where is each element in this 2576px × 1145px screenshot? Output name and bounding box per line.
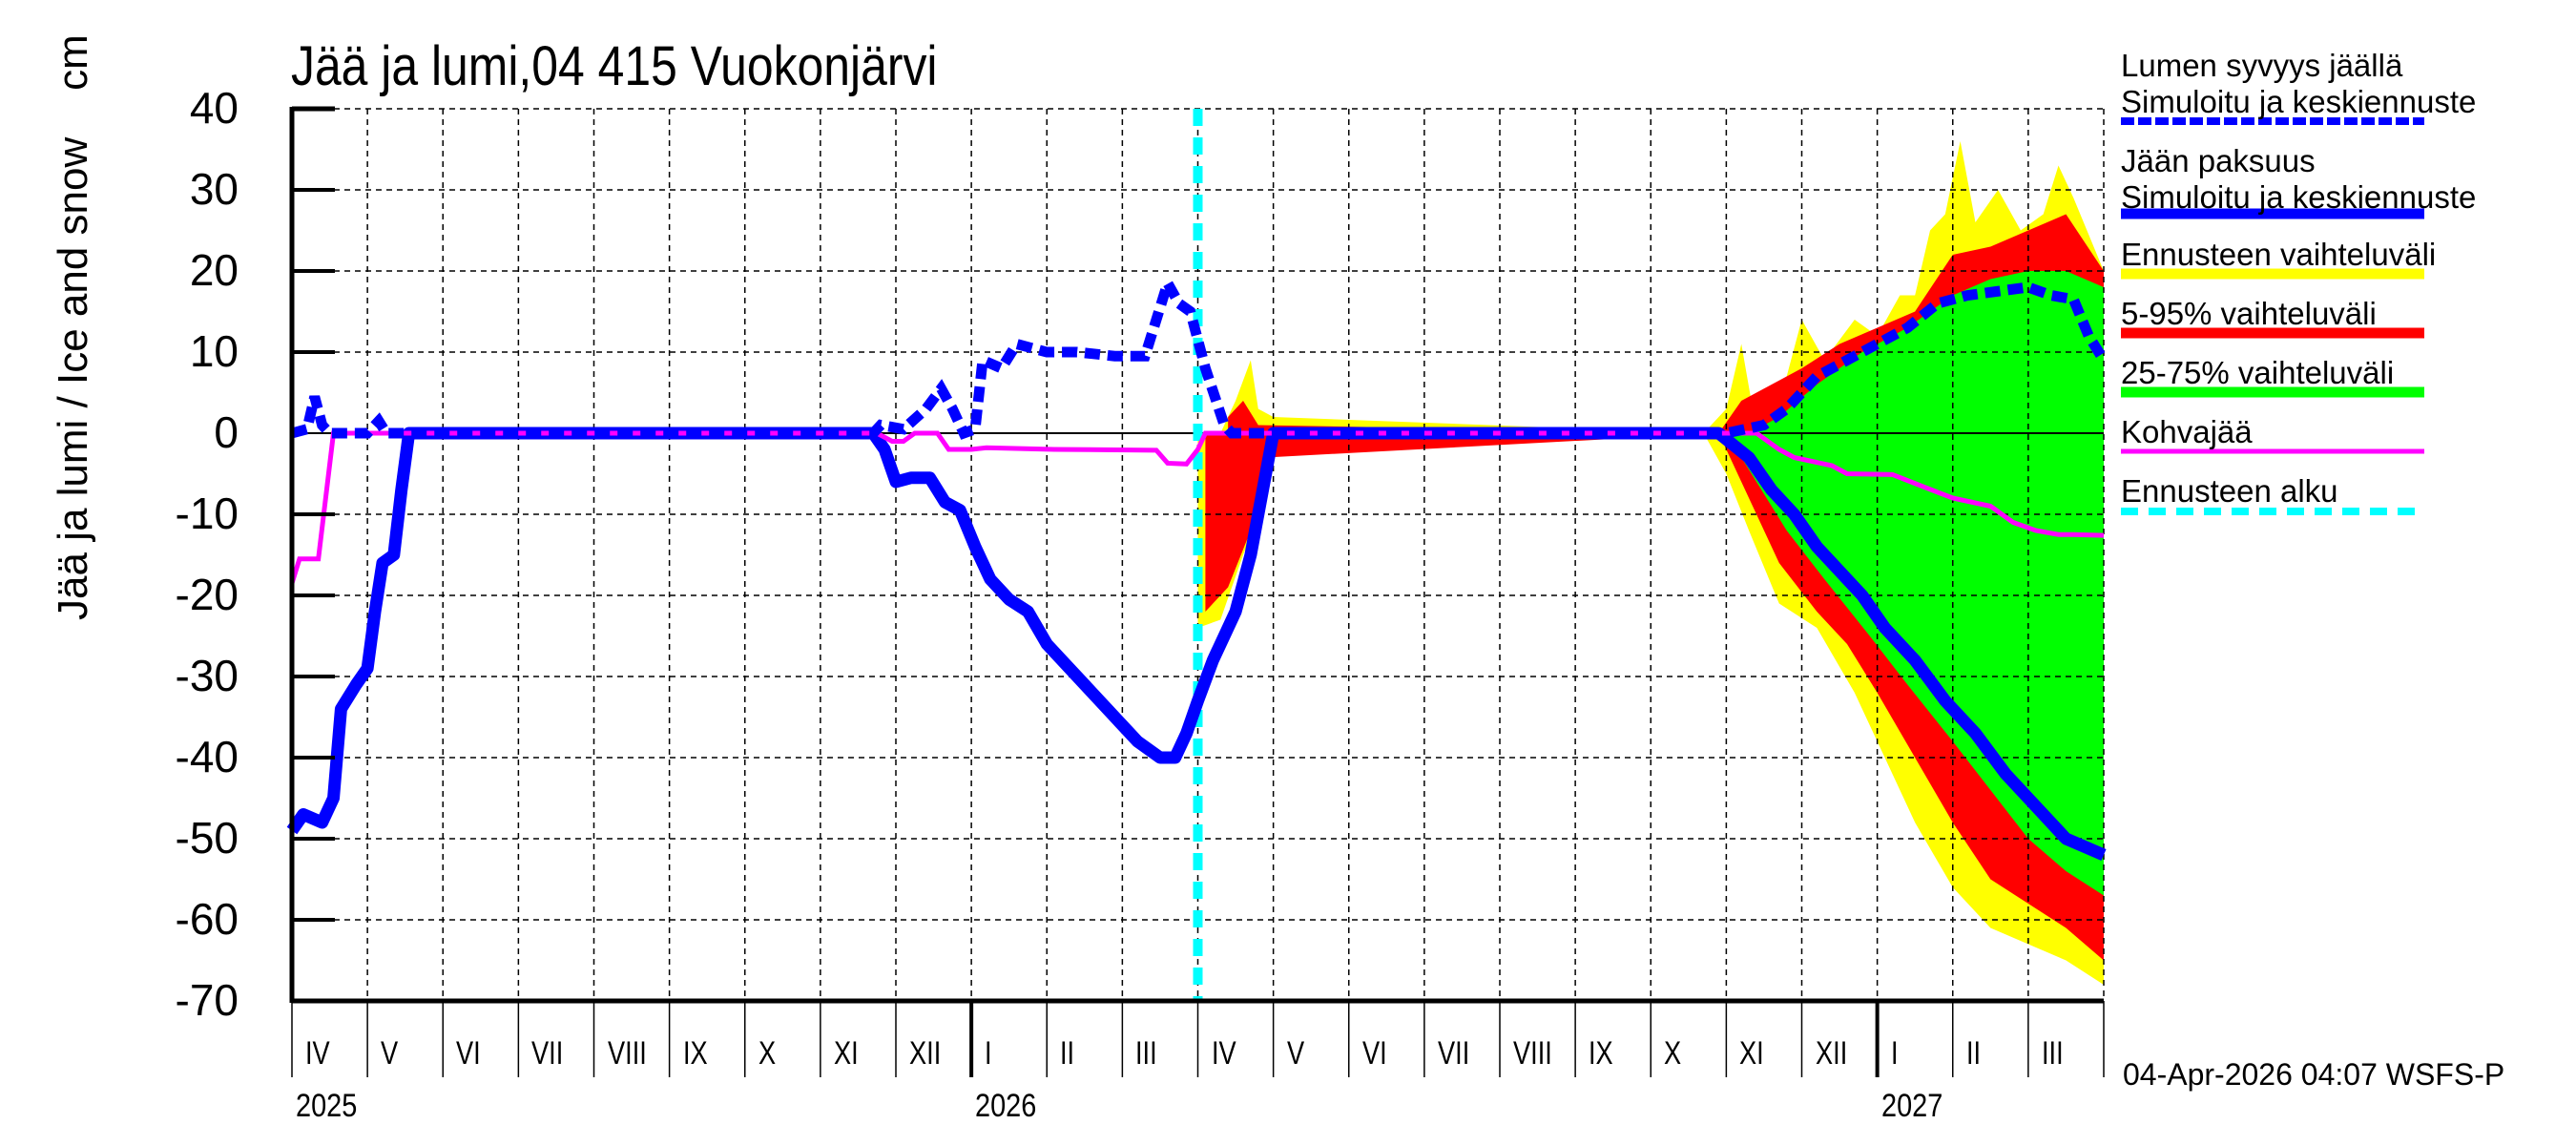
x-month-label: IV <box>1211 1035 1236 1072</box>
legend-slush-ice: Kohvajää <box>2121 414 2253 449</box>
legend-swatches <box>2121 117 2424 515</box>
y-tick-label: 0 <box>214 407 239 457</box>
x-month-label: V <box>1286 1035 1304 1072</box>
ice-thickness-line <box>286 427 2107 861</box>
x-month-label: VI <box>1361 1035 1387 1072</box>
x-month-label: VIII <box>1513 1035 1552 1072</box>
x-month-label: IX <box>682 1035 708 1072</box>
y-tick-label: 10 <box>189 326 239 376</box>
x-month-label: XII <box>909 1035 942 1072</box>
x-month-label: VII <box>1437 1035 1470 1072</box>
x-month-label: X <box>1664 1035 1682 1072</box>
y-tick-label: -60 <box>175 894 239 944</box>
x-month-label: IX <box>1589 1035 1613 1072</box>
axes <box>289 106 2105 1077</box>
y-tick-label: -30 <box>175 651 239 700</box>
x-year-label: 2026 <box>975 1088 1037 1124</box>
x-year-label: 2025 <box>296 1088 358 1124</box>
x-month-label: V <box>381 1035 399 1072</box>
y-tick-label: 40 <box>189 83 239 133</box>
x-month-label: XI <box>833 1035 859 1072</box>
legend-snow-subtitle: Simuloitu ja keskiennuste <box>2121 84 2477 119</box>
y-axis-label: Jää ja lumi / Ice and snow cm <box>50 34 96 620</box>
chart-title: Jää ja lumi,04 415 Vuokonjärvi <box>291 35 938 97</box>
x-month-label: X <box>758 1035 776 1072</box>
x-month-label: VII <box>531 1035 564 1072</box>
y-tick-label: 20 <box>189 245 239 295</box>
x-month-label: VI <box>456 1035 481 1072</box>
x-month-label: III <box>2041 1035 2064 1072</box>
x-month-label: IV <box>305 1035 330 1072</box>
x-month-label: II <box>1060 1035 1075 1072</box>
timestamp: 04-Apr-2026 04:07 WSFS-P <box>2123 1057 2505 1092</box>
x-month-label: XI <box>1739 1035 1765 1072</box>
legend-full-range: Ennusteen vaihteluväli <box>2121 237 2437 272</box>
x-month-label: II <box>1965 1035 1981 1072</box>
legend-ice-subtitle: Simuloitu ja keskiennuste <box>2121 179 2477 215</box>
x-year-label: 2027 <box>1880 1088 1942 1124</box>
y-tick-label: -10 <box>175 489 239 538</box>
legend-5-95-range: 5-95% vaihteluväli <box>2121 296 2377 331</box>
legend-ice-title: Jään paksuus <box>2121 143 2316 178</box>
y-tick-label: -50 <box>175 813 239 863</box>
y-tick-label: 30 <box>189 164 239 214</box>
data-series <box>286 109 2109 1001</box>
x-month-label: VIII <box>607 1035 647 1072</box>
x-month-label: III <box>1135 1035 1158 1072</box>
legend-snow-title: Lumen syvyys jäällä <box>2121 48 2403 83</box>
snow-depth-line <box>290 269 2109 440</box>
slush-ice-line <box>289 430 2105 584</box>
x-month-label: I <box>1890 1035 1899 1072</box>
y-tick-label: -20 <box>175 570 239 619</box>
band-25-75-snow <box>1749 271 2104 433</box>
legend-forecast-start: Ennusteen alku <box>2121 473 2338 509</box>
y-tick-label: -70 <box>175 975 239 1025</box>
x-month-label: XII <box>1815 1035 1847 1072</box>
x-month-label: I <box>985 1035 992 1072</box>
y-tick-label: -40 <box>175 732 239 781</box>
legend-25-75-range: 25-75% vaihteluväli <box>2121 355 2395 390</box>
